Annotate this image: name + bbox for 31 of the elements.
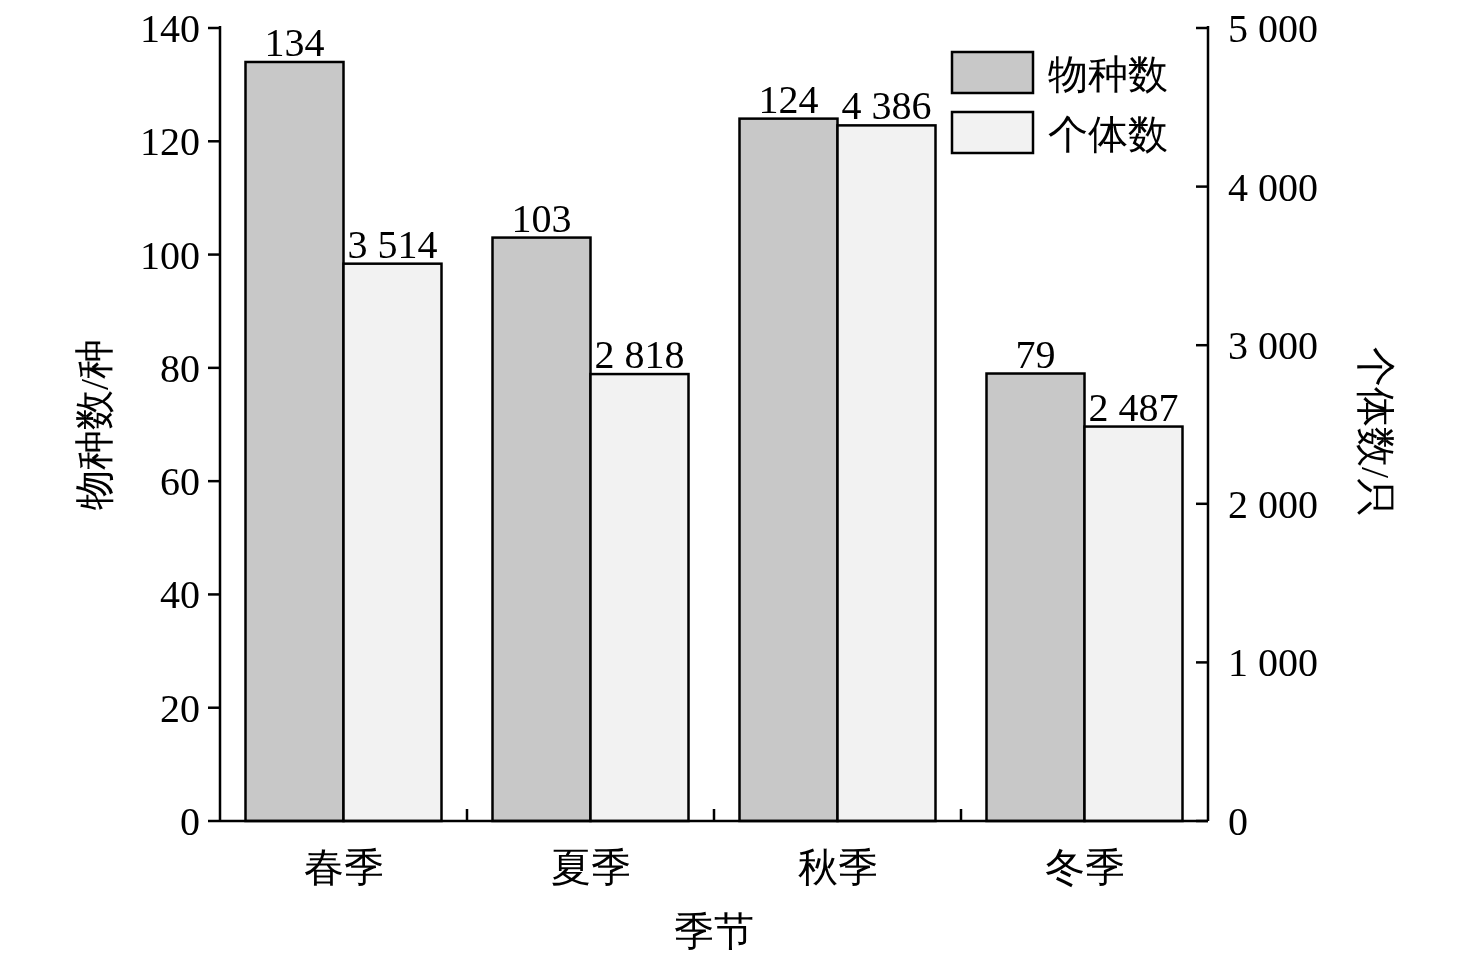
y-axis-title: 物种数/种 — [72, 338, 117, 511]
y2-tick-label: 5 000 — [1228, 6, 1318, 51]
y-tick-label: 140 — [140, 6, 200, 51]
legend-label: 物种数 — [1048, 52, 1168, 97]
data-label: 2 487 — [1088, 384, 1179, 430]
y-tick-label: 20 — [160, 685, 200, 731]
y-tick-label: 100 — [140, 232, 200, 278]
data-label: 2 818 — [594, 332, 685, 378]
y-tick-label: 120 — [140, 119, 200, 165]
y2-tick-label: 3 000 — [1228, 323, 1318, 369]
data-label: 134 — [264, 19, 325, 65]
x-tick-label: 春季 — [303, 845, 384, 890]
y-tick-label: 0 — [180, 799, 200, 844]
data-label: 3 514 — [347, 221, 438, 267]
y-tick-label: 80 — [160, 345, 200, 391]
data-label: 103 — [511, 195, 572, 241]
x-tick-label: 夏季 — [550, 845, 631, 890]
y2-tick-label: 4 000 — [1228, 164, 1318, 210]
data-label: 79 — [1015, 331, 1056, 377]
x-axis-title: 季节 — [674, 909, 754, 954]
data-label: 4 386 — [841, 83, 932, 129]
y2-tick-label: 2 000 — [1228, 481, 1318, 527]
legend-label: 个体数 — [1048, 112, 1168, 157]
y2-tick-label: 1 000 — [1228, 640, 1318, 686]
data-label: 124 — [758, 76, 819, 122]
y-tick-label: 40 — [160, 572, 200, 618]
y2-axis-title: 个体数/只 — [1353, 346, 1398, 519]
y-tick-label: 60 — [160, 459, 200, 505]
x-tick-label: 冬季 — [1044, 845, 1125, 890]
x-tick-label: 秋季 — [797, 845, 878, 890]
y2-tick-label: 0 — [1228, 799, 1248, 844]
